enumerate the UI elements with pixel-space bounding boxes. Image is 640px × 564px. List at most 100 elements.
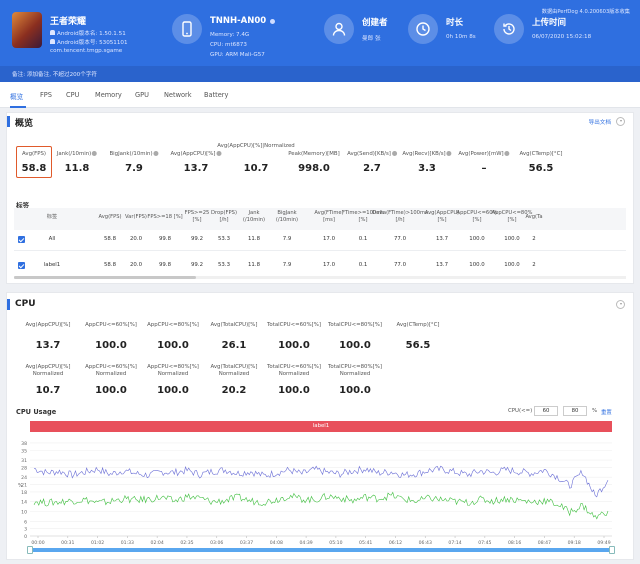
info-icon[interactable] bbox=[270, 19, 276, 24]
phone-icon bbox=[172, 14, 202, 44]
upload-value: 06/07/2020 15:02:18 bbox=[532, 34, 592, 40]
zoom-handle-right[interactable] bbox=[609, 546, 615, 554]
creator-card: 创建者 曼郎 张 bbox=[324, 10, 404, 54]
x-tick-label: 05:10 bbox=[329, 540, 342, 546]
table-cell: All bbox=[48, 236, 56, 242]
metric-value: 58.8 bbox=[21, 163, 47, 174]
y-tick-label: 24 bbox=[21, 475, 27, 481]
export-button[interactable]: 导出文档 bbox=[588, 120, 611, 126]
chart-zoom-range[interactable] bbox=[30, 548, 612, 552]
table-header-cell: FTime>=100ms [%] bbox=[342, 210, 384, 223]
table-scrollbar[interactable] bbox=[14, 276, 626, 279]
x-tick-label: 07:45 bbox=[478, 540, 491, 546]
remark-bar[interactable]: 备注: 添加备注, 不超过200个字符 bbox=[0, 66, 640, 82]
tab-fps[interactable]: FPS bbox=[40, 91, 52, 99]
x-tick-label: 03:06 bbox=[210, 540, 223, 546]
table-cell: 17.0 bbox=[322, 262, 336, 268]
history-icon bbox=[494, 14, 524, 44]
tab-overview[interactable]: 概览 bbox=[10, 93, 24, 101]
creator-value: 曼郎 张 bbox=[362, 36, 381, 42]
tab-memory[interactable]: Memory bbox=[95, 91, 122, 99]
x-tick-label: 01:33 bbox=[121, 540, 134, 546]
help-icon[interactable] bbox=[92, 151, 98, 156]
table-cell: 99.8 bbox=[158, 236, 172, 242]
cpu-metric-label: Avg(AppCPU)[%] bbox=[25, 322, 71, 328]
help-icon[interactable] bbox=[446, 151, 452, 156]
cpu-metric-value: 100.0 bbox=[157, 385, 189, 396]
overview-panel: 概览 导出文档 bbox=[6, 112, 634, 284]
x-tick-label: 00:00 bbox=[31, 540, 44, 546]
android-icon bbox=[50, 30, 55, 35]
cpu-metric-value: 26.1 bbox=[221, 340, 247, 351]
cpu-metric-label: Avg(TotalCPU)[%] Normalized bbox=[210, 364, 258, 377]
metric-label: Peak(Memory)[MB] bbox=[288, 151, 340, 157]
table-cell: 100.0 bbox=[469, 236, 485, 242]
threshold-unit: % bbox=[592, 408, 598, 414]
x-tick-label: 02:04 bbox=[151, 540, 164, 546]
series-line-2 bbox=[33, 491, 609, 520]
tab-gpu[interactable]: GPU bbox=[135, 91, 149, 99]
row-divider bbox=[14, 250, 626, 251]
duration-value: 0h 10m 8s bbox=[446, 34, 476, 40]
cpu-metric-value: 100.0 bbox=[95, 340, 127, 351]
table-cell: 13.7 bbox=[435, 236, 449, 242]
metric-label: Avg(AppCPU)[%]|Normalized bbox=[217, 143, 295, 149]
table-header-cell: Avg(FTime) [ms] bbox=[314, 210, 344, 223]
label-range-bar[interactable]: label1 bbox=[30, 421, 612, 432]
row-checkbox[interactable] bbox=[18, 262, 25, 269]
tab-cpu[interactable]: CPU bbox=[66, 91, 80, 99]
table-header-cell: AppCPU<=80% [%] bbox=[491, 210, 533, 223]
table-cell: 2 bbox=[532, 262, 536, 268]
table-header-cell: Avg(Ta bbox=[525, 214, 543, 220]
reset-button[interactable]: 重置 bbox=[601, 410, 612, 416]
metric-label: Avg(Recv)[KB/s] bbox=[402, 151, 452, 158]
game-app-icon bbox=[12, 12, 42, 48]
cpu-metric-label: TotalCPU<=80%[%] bbox=[328, 322, 382, 328]
metric-label: Avg(CTemp)[°C] bbox=[519, 151, 563, 157]
tab-network[interactable]: Network bbox=[164, 91, 192, 99]
collapse-toggle-icon[interactable] bbox=[616, 300, 625, 309]
y-tick-label: 35 bbox=[21, 448, 27, 454]
x-tick-label: 09:49 bbox=[597, 540, 610, 546]
table-header-cell: Avg(FPS) bbox=[98, 214, 122, 220]
x-tick-label: 09:18 bbox=[568, 540, 581, 546]
help-icon[interactable] bbox=[153, 151, 159, 156]
table-scrollbar-thumb[interactable] bbox=[14, 276, 196, 279]
tab-battery[interactable]: Battery bbox=[204, 91, 229, 99]
row-checkbox[interactable] bbox=[18, 236, 25, 243]
section-marker bbox=[7, 116, 10, 127]
cpu-metric-label: Avg(AppCPU)[%] Normalized bbox=[25, 364, 71, 377]
table-cell: 77.0 bbox=[393, 262, 407, 268]
x-tick-label: 07:14 bbox=[448, 540, 461, 546]
device-gpu: GPU: ARM Mali-G57 bbox=[210, 52, 265, 58]
metric-value: 3.3 bbox=[418, 163, 436, 174]
table-cell: 100.0 bbox=[504, 262, 520, 268]
table-cell: 99.2 bbox=[190, 262, 204, 268]
cpu-metric-label: TotalCPU<=60%[%] bbox=[267, 322, 321, 328]
table-cell: 20.0 bbox=[129, 236, 143, 242]
android-version: Android版本名: 1.50.1.51 bbox=[50, 29, 126, 37]
cpu-metric-label: TotalCPU<=60%[%] Normalized bbox=[267, 364, 321, 377]
threshold-input-60[interactable]: 60 bbox=[534, 406, 558, 416]
chart-zoom-slider[interactable] bbox=[30, 548, 612, 552]
cpu-metric-value: 100.0 bbox=[339, 385, 371, 396]
threshold-input-80[interactable]: 80 bbox=[563, 406, 587, 416]
collapse-toggle-icon[interactable] bbox=[616, 117, 625, 126]
creator-title: 创建者 bbox=[362, 18, 388, 28]
metric-label: Avg(FPS) bbox=[22, 151, 46, 157]
x-tick-label: 06:12 bbox=[389, 540, 402, 546]
cpu-metric-value: 100.0 bbox=[339, 340, 371, 351]
table-cell: label1 bbox=[43, 262, 61, 268]
cpu-metric-value: 100.0 bbox=[95, 385, 127, 396]
y-tick-label: 38 bbox=[21, 441, 27, 447]
x-tick-label: 00:31 bbox=[61, 540, 74, 546]
help-icon[interactable] bbox=[216, 151, 222, 156]
zoom-handle-left[interactable] bbox=[27, 546, 33, 554]
metric-value: 7.9 bbox=[125, 163, 143, 174]
help-icon[interactable] bbox=[391, 151, 397, 156]
metric-value: 2.7 bbox=[363, 163, 381, 174]
duration-card: 时长 0h 10m 8s bbox=[408, 10, 488, 54]
cpu-metric-label: AppCPU<=60%[%] Normalized bbox=[85, 364, 137, 377]
metric-label: Avg(Send)[KB/s] bbox=[347, 151, 397, 158]
help-icon[interactable] bbox=[504, 151, 510, 156]
